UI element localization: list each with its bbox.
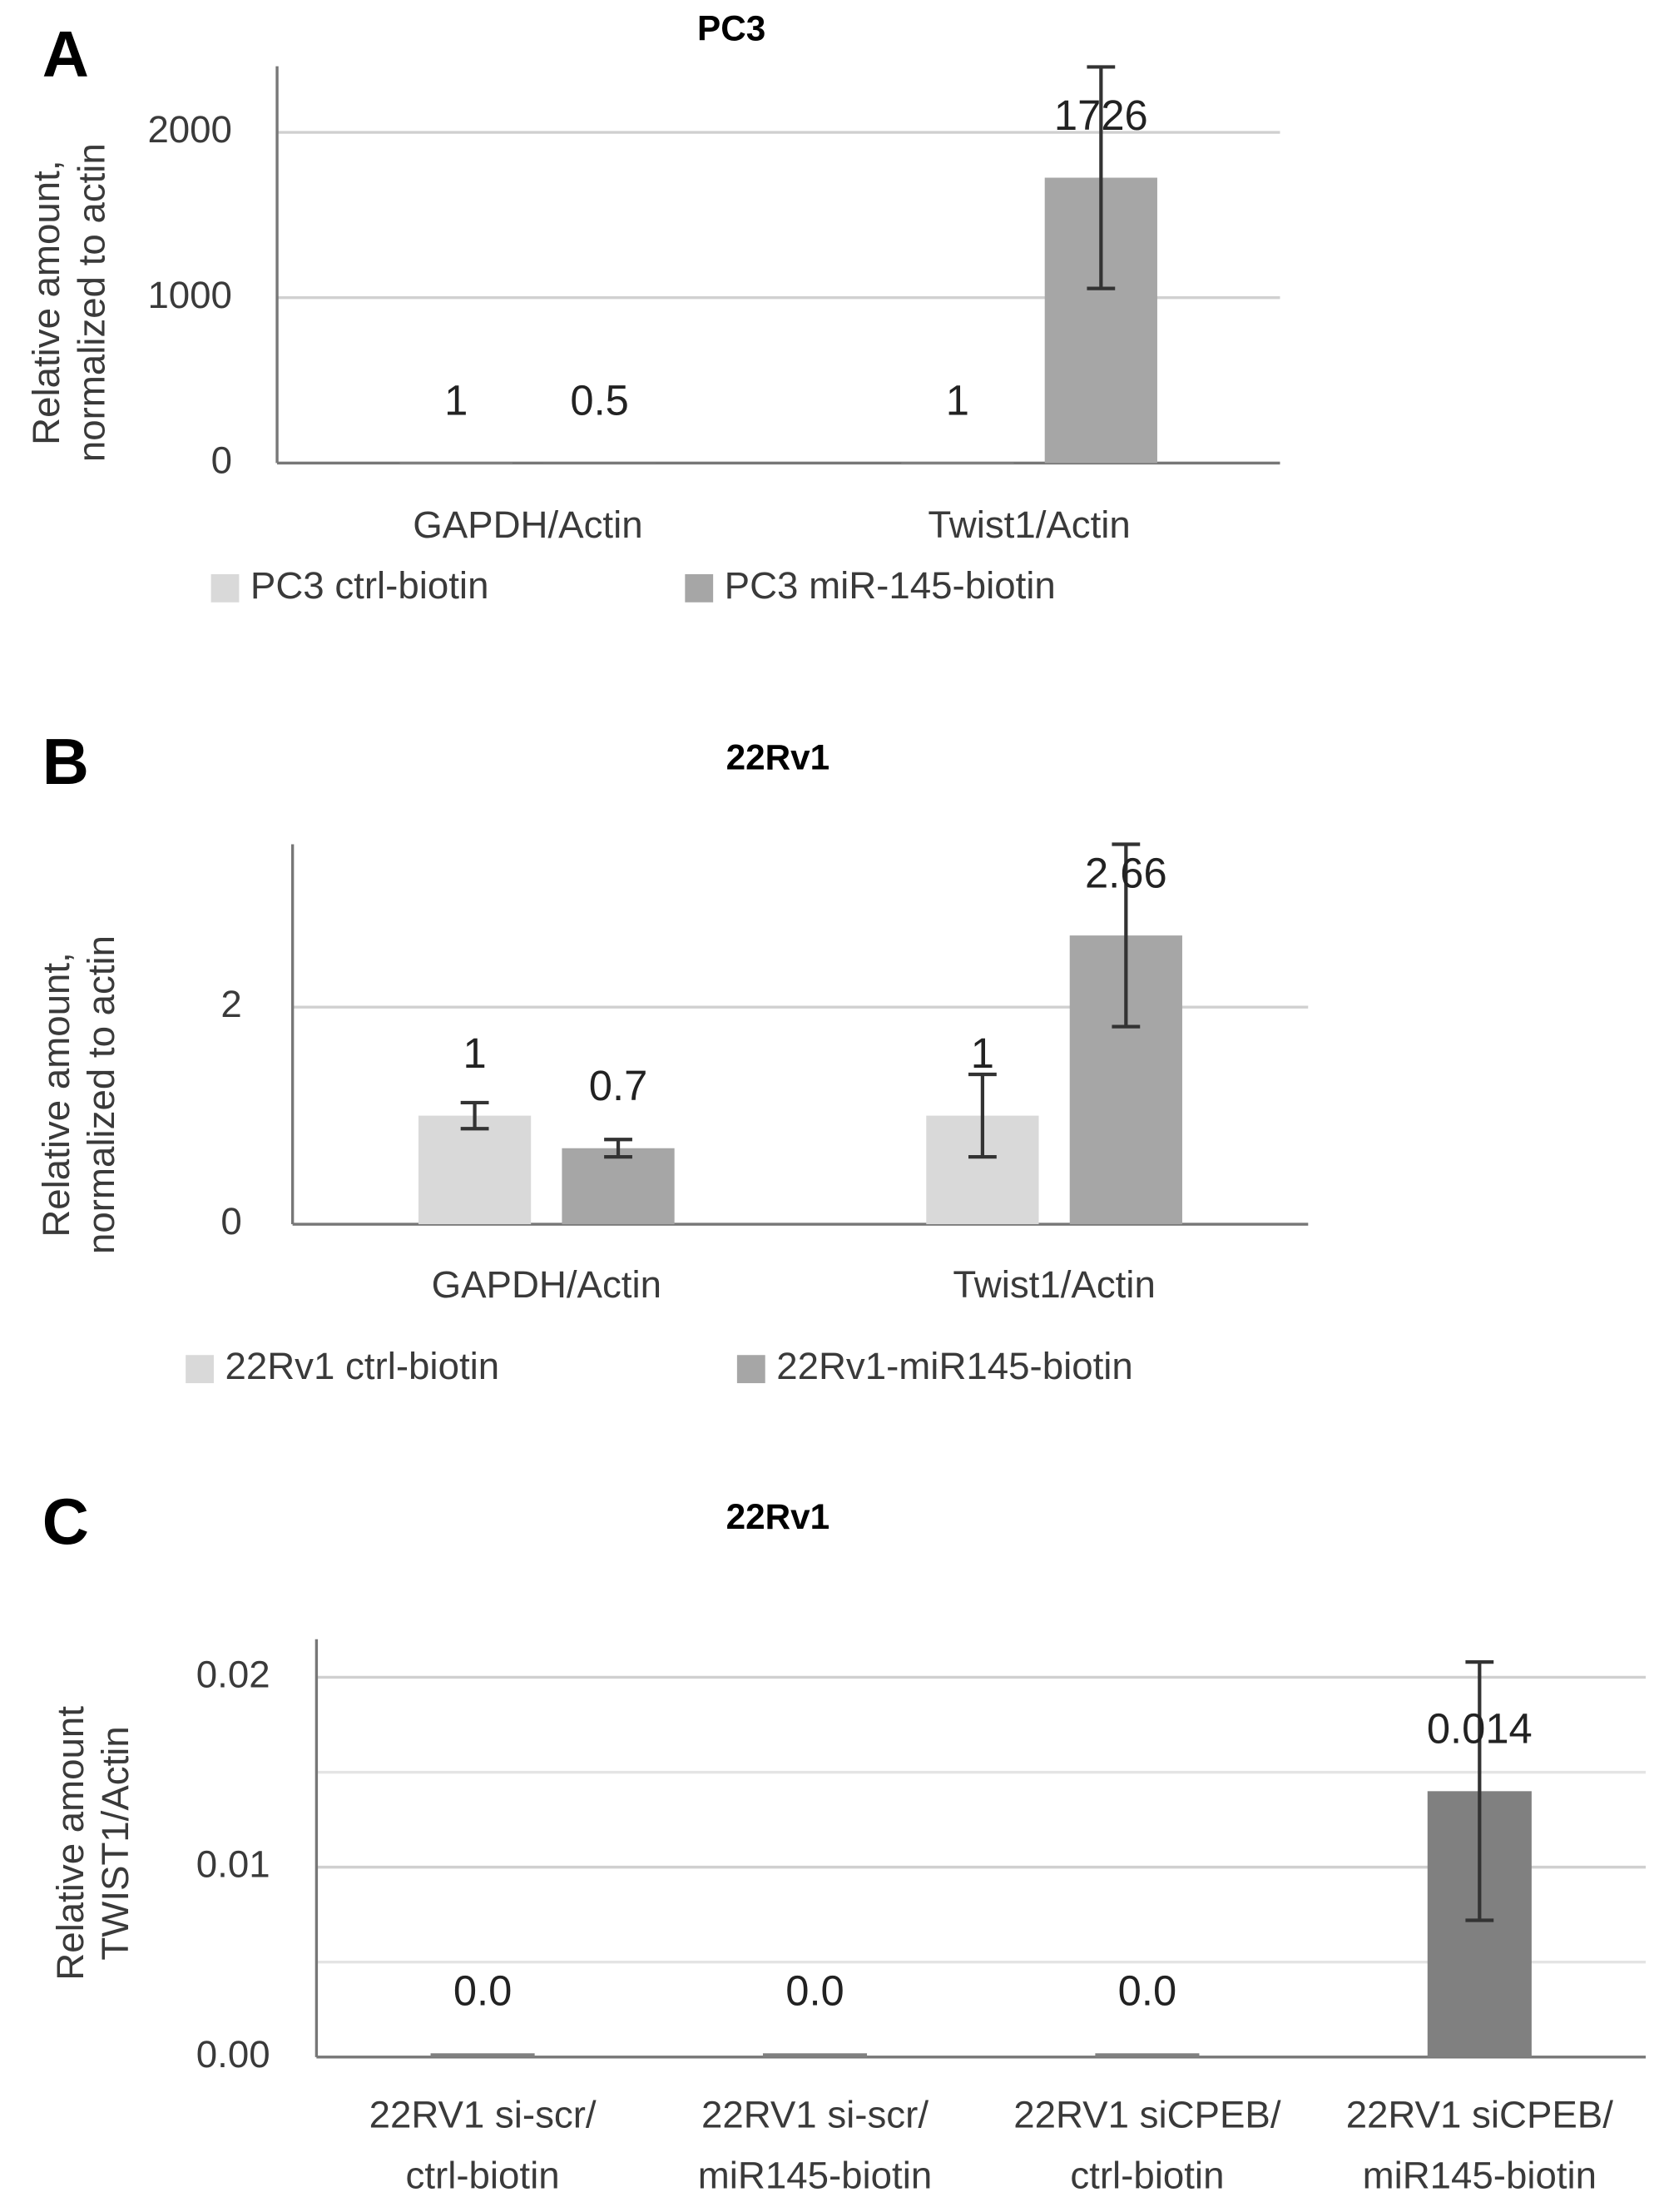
x-tick-label: ctrl-biotin — [1070, 2154, 1224, 2196]
legend-swatch — [736, 1355, 765, 1384]
data-label: 0.014 — [1427, 1705, 1533, 1753]
x-tick-label: miR145-biotin — [1363, 2154, 1597, 2196]
chart-title: 22Rv1 — [726, 1497, 830, 1536]
y-tick-label: 0.02 — [196, 1653, 270, 1695]
legend-label: 22Rv1-miR145-biotin — [776, 1345, 1133, 1387]
data-label: 1726 — [1054, 92, 1148, 139]
bar — [430, 2053, 535, 2057]
y-axis-label: Relative amount, — [25, 160, 67, 444]
legend-swatch — [685, 573, 714, 603]
error-bar — [1112, 842, 1141, 1029]
y-tick-label: 2000 — [147, 108, 232, 151]
data-label: 1 — [463, 1029, 486, 1077]
x-tick-label: GAPDH/Actin — [432, 1263, 661, 1306]
panel-letter: C — [42, 1486, 89, 1558]
data-label: 1 — [946, 377, 969, 424]
legend-label: PC3 miR-145-biotin — [725, 564, 1056, 607]
panel-letter: A — [42, 19, 89, 91]
data-label: 2.66 — [1085, 849, 1167, 896]
data-label: 1 — [444, 377, 468, 424]
y-axis-label: normalized to actin — [80, 935, 122, 1254]
y-tick-label: 2 — [220, 983, 241, 1025]
error-bar — [1087, 65, 1116, 290]
y-tick-label: 0.01 — [196, 1843, 270, 1886]
y-tick-label: 0.00 — [196, 2033, 270, 2076]
y-tick-label: 0 — [220, 1200, 241, 1242]
bar — [1095, 2053, 1200, 2057]
y-tick-label: 1000 — [147, 274, 232, 316]
legend-label: 22Rv1 ctrl-biotin — [225, 1345, 499, 1387]
data-label: 0.5 — [570, 377, 628, 424]
error-bar — [460, 1100, 489, 1131]
x-tick-label: 22RV1 si-scr/ — [701, 2094, 929, 2136]
x-tick-label: miR145-biotin — [698, 2154, 932, 2196]
x-tick-label: 22RV1 si-scr/ — [369, 2094, 597, 2136]
bar — [562, 1148, 675, 1225]
y-axis-label: Relative amount — [49, 1706, 92, 1981]
y-axis-label: TWIST1/Actin — [94, 1726, 136, 1960]
y-tick-label: 0 — [211, 439, 232, 481]
data-label: 0.7 — [589, 1062, 647, 1109]
x-tick-label: Twist1/Actin — [928, 503, 1130, 546]
data-label: 0.0 — [453, 1967, 512, 2015]
error-bar — [1465, 1660, 1494, 1922]
legend-swatch — [186, 1355, 214, 1384]
data-label: 1 — [971, 1029, 994, 1077]
bar — [418, 1115, 532, 1225]
error-bar — [604, 1138, 632, 1159]
x-tick-label: 22RV1 siCPEB/ — [1013, 2094, 1281, 2136]
chart-title: 22Rv1 — [726, 737, 830, 776]
data-label: 0.0 — [785, 1967, 844, 2015]
y-axis-label: Relative amount, — [35, 952, 77, 1237]
panel-letter: B — [42, 727, 89, 798]
chart-title: PC3 — [697, 9, 765, 48]
y-axis-label: normalized to actin — [70, 143, 112, 462]
x-tick-label: Twist1/Actin — [953, 1263, 1155, 1306]
x-tick-label: ctrl-biotin — [406, 2154, 560, 2196]
legend-swatch — [210, 573, 240, 603]
x-tick-label: 22RV1 siCPEB/ — [1346, 2094, 1614, 2136]
data-label: 0.0 — [1118, 1967, 1176, 2015]
legend-label: PC3 ctrl-biotin — [250, 564, 489, 607]
x-tick-label: GAPDH/Actin — [413, 503, 642, 546]
bar — [762, 2053, 868, 2057]
error-bar — [968, 1072, 997, 1159]
